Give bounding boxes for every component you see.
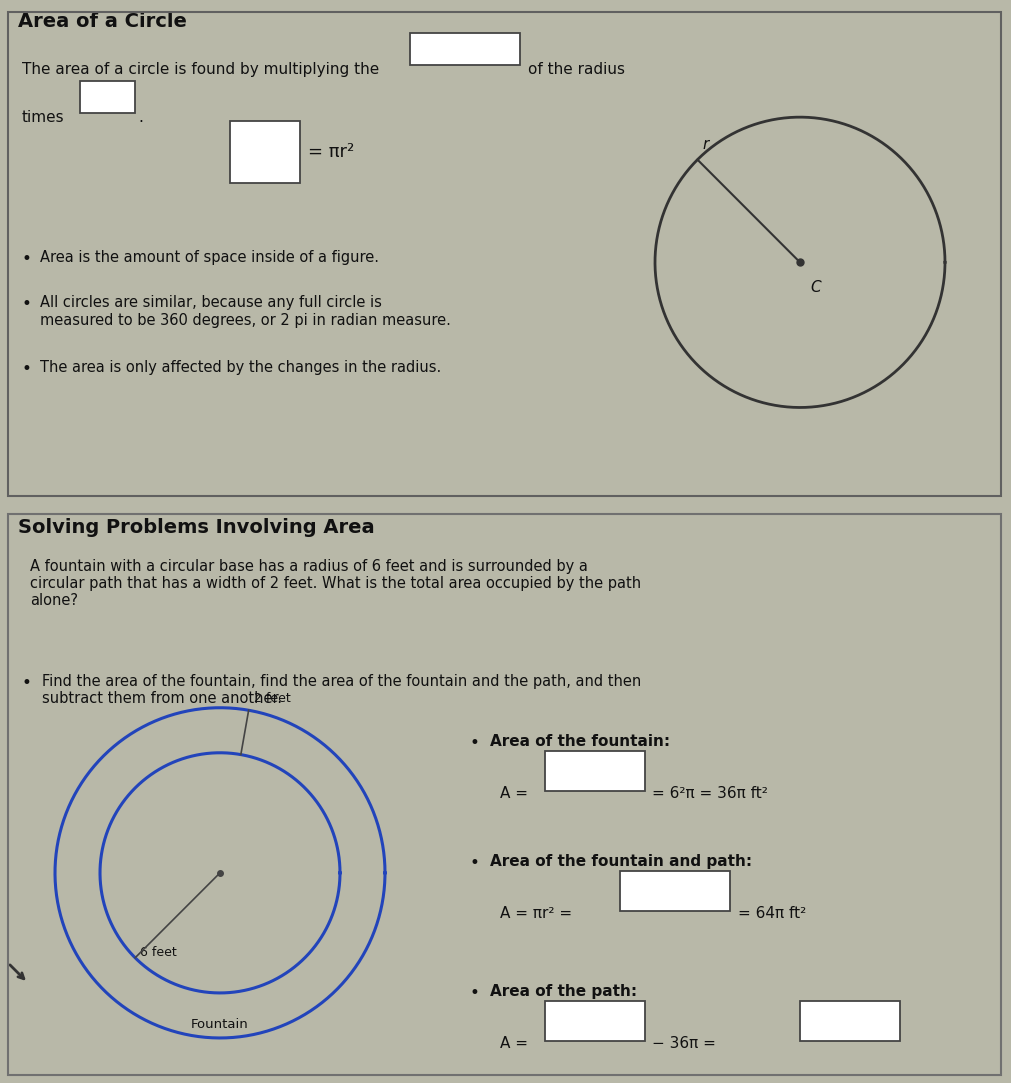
Text: A =: A = xyxy=(500,1036,528,1051)
FancyBboxPatch shape xyxy=(80,81,135,113)
Text: Area of the path:: Area of the path: xyxy=(490,984,637,999)
Text: •: • xyxy=(22,361,32,378)
FancyBboxPatch shape xyxy=(229,121,300,183)
Text: The area of a circle is found by multiplying the: The area of a circle is found by multipl… xyxy=(22,62,379,77)
Text: •: • xyxy=(22,250,32,269)
Text: − 36π =: − 36π = xyxy=(652,1036,716,1051)
Text: C: C xyxy=(810,280,821,296)
Text: •: • xyxy=(470,984,480,1002)
FancyBboxPatch shape xyxy=(620,871,730,911)
FancyBboxPatch shape xyxy=(410,34,520,65)
Text: r: r xyxy=(703,136,709,152)
Text: = 64π ft²: = 64π ft² xyxy=(738,905,806,921)
Text: A =: A = xyxy=(500,786,533,800)
Text: 2 feet: 2 feet xyxy=(254,692,290,705)
Text: The area is only affected by the changes in the radius.: The area is only affected by the changes… xyxy=(40,361,441,376)
FancyBboxPatch shape xyxy=(545,1001,645,1041)
Text: = 6²π = 36π ft²: = 6²π = 36π ft² xyxy=(652,786,768,800)
Text: Fountain: Fountain xyxy=(191,1018,249,1031)
Text: 6 feet: 6 feet xyxy=(141,945,177,958)
FancyBboxPatch shape xyxy=(800,1001,900,1041)
Text: Find the area of the fountain, find the area of the fountain and the path, and t: Find the area of the fountain, find the … xyxy=(42,674,641,706)
Text: Area of a Circle: Area of a Circle xyxy=(18,12,187,31)
Text: Area is the amount of space inside of a figure.: Area is the amount of space inside of a … xyxy=(40,250,379,265)
Text: •: • xyxy=(470,853,480,872)
Text: •: • xyxy=(22,296,32,313)
Text: A fountain with a circular base has a radius of 6 feet and is surrounded by a
ci: A fountain with a circular base has a ra… xyxy=(30,559,641,609)
Text: of the radius: of the radius xyxy=(528,62,625,77)
Text: •: • xyxy=(22,674,32,692)
Text: All circles are similar, because any full circle is
measured to be 360 degrees, : All circles are similar, because any ful… xyxy=(40,296,451,328)
Text: Area of the fountain:: Area of the fountain: xyxy=(490,734,670,748)
Text: Solving Problems Involving Area: Solving Problems Involving Area xyxy=(18,518,375,536)
Text: .: . xyxy=(137,110,143,126)
Text: = πr²: = πr² xyxy=(308,143,354,161)
Text: A = πr² =: A = πr² = xyxy=(500,905,572,921)
Text: Area of the fountain and path:: Area of the fountain and path: xyxy=(490,853,752,869)
Text: •: • xyxy=(470,734,480,752)
Text: times: times xyxy=(22,110,65,126)
FancyBboxPatch shape xyxy=(545,751,645,791)
